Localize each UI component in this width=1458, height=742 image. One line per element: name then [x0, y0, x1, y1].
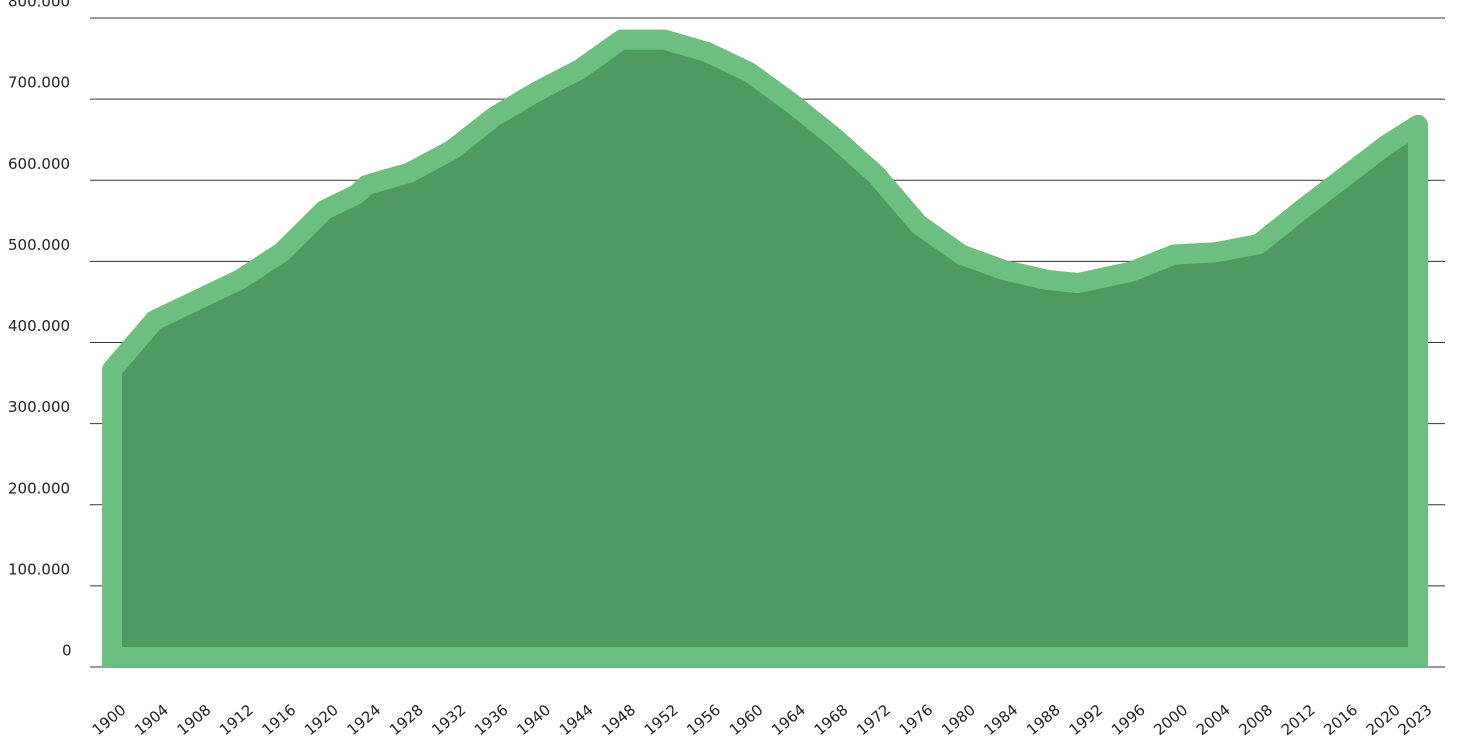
x-tick-label: 1920	[301, 701, 342, 739]
x-tick-label: 2023	[1395, 701, 1436, 739]
y-tick-label: 300.000	[8, 398, 70, 416]
x-tick-label: 1932	[428, 701, 469, 739]
x-tick-label: 1960	[726, 701, 767, 739]
y-tick-label: 0	[62, 642, 72, 660]
x-tick-label: 2000	[1150, 701, 1191, 739]
x-tick-label: 1972	[853, 701, 894, 739]
x-tick-label: 1908	[174, 701, 215, 739]
y-tick-label: 700.000	[8, 74, 70, 92]
x-tick-label: 1912	[216, 701, 257, 739]
x-tick-label: 1988	[1023, 701, 1064, 739]
y-tick-label: 200.000	[8, 479, 70, 497]
area-fill	[112, 40, 1418, 657]
y-tick-label: 800.000	[8, 0, 70, 11]
x-tick-label: 2012	[1278, 701, 1319, 739]
y-tick-label: 500.000	[8, 236, 70, 254]
x-tick-label: 1948	[598, 701, 639, 739]
x-tick-label: 1924	[343, 701, 384, 739]
x-tick-label: 1904	[131, 701, 172, 739]
x-tick-label: 1956	[683, 701, 724, 739]
area-base	[102, 647, 1428, 667]
x-tick-label: 2008	[1235, 701, 1276, 739]
x-tick-label: 1944	[556, 701, 597, 739]
x-tick-label: 1996	[1108, 701, 1149, 739]
x-tick-label: 1940	[513, 701, 554, 739]
x-tick-label: 1900	[89, 701, 130, 739]
x-tick-label: 1916	[259, 701, 300, 739]
y-tick-label: 600.000	[8, 155, 70, 173]
x-tick-label: 1984	[981, 701, 1022, 739]
y-tick-label: 100.000	[8, 560, 70, 578]
x-tick-label: 2016	[1320, 701, 1361, 739]
y-tick-label: 400.000	[8, 317, 70, 335]
x-tick-label: 2020	[1363, 701, 1404, 739]
x-tick-label: 1928	[386, 701, 427, 739]
x-tick-label: 2004	[1193, 701, 1234, 739]
x-tick-label: 1936	[471, 701, 512, 739]
x-tick-label: 1952	[641, 701, 682, 739]
chart: 0 100.000 200.000 300.000 400.000 500.000 600.…	[0, 0, 1458, 742]
x-tick-label: 1968	[811, 701, 852, 739]
x-tick-label: 1976	[896, 701, 937, 739]
x-tick-label: 1964	[768, 701, 809, 739]
x-tick-label: 1980	[938, 701, 979, 739]
x-tick-label: 1992	[1065, 701, 1106, 739]
